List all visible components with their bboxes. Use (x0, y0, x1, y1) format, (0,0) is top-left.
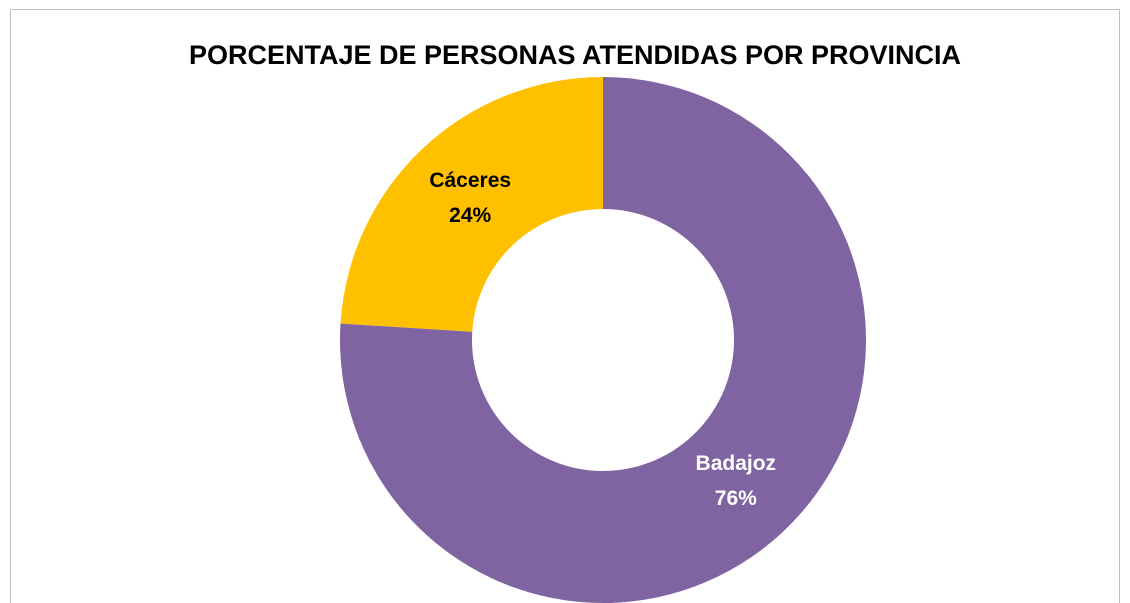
donut-slice (340, 77, 603, 332)
chart-title: PORCENTAJE DE PERSONAS ATENDIDAS POR PRO… (189, 40, 961, 70)
slice-label-value: 76% (715, 487, 757, 510)
slice-label-name: Cáceres (429, 169, 511, 192)
slice-label-value: 24% (449, 204, 491, 227)
slice-label-name: Badajoz (696, 452, 777, 475)
chart-border (10, 9, 1120, 603)
donut-slice (340, 77, 867, 603)
